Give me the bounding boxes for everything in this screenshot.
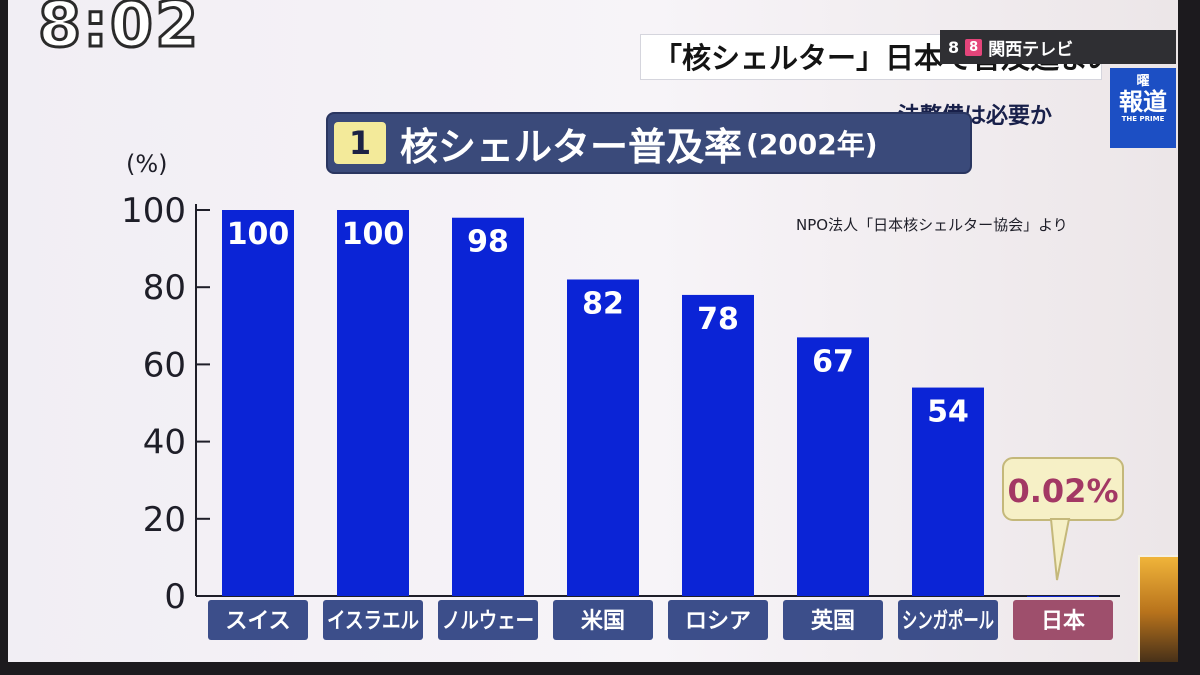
bar <box>912 387 984 596</box>
bar-value-label: 82 <box>582 286 624 321</box>
bar <box>567 279 639 596</box>
callout: 0.02% <box>1002 457 1124 581</box>
y-tick-label: 0 <box>164 577 186 617</box>
category-box <box>208 600 308 640</box>
y-tick-label: 40 <box>143 423 186 463</box>
show-logo-big: 報道 <box>1119 88 1167 116</box>
category-box <box>553 600 653 640</box>
category-box <box>668 600 768 640</box>
show-logo: 曜 報道 THE PRIME <box>1110 68 1176 148</box>
category-label: スイス <box>225 609 290 634</box>
chart-title-box: 1 核シェルター普及率 (2002年) <box>326 112 972 174</box>
bar-value-label: 100 <box>342 217 405 252</box>
category-box <box>898 600 998 640</box>
y-axis-unit: (%) <box>126 150 168 178</box>
category-box <box>438 600 538 640</box>
bar <box>222 210 294 596</box>
channel-name: 関西テレビ <box>988 39 1074 60</box>
y-tick-label: 60 <box>143 345 186 385</box>
bar <box>452 217 524 596</box>
category-label: ロシア <box>685 609 751 634</box>
y-tick-label: 80 <box>143 268 186 308</box>
bar <box>797 337 869 596</box>
chart-title: 核シェルター普及率 <box>400 124 743 169</box>
bar-value-label: 100 <box>227 217 290 252</box>
channel-bug: 8 8 関西テレビ <box>940 30 1176 64</box>
callout-pointer <box>1049 518 1071 581</box>
chart-title-number: 1 <box>334 122 386 164</box>
category-box <box>323 600 423 640</box>
category-box <box>1013 600 1113 640</box>
channel-number: 8 <box>948 37 960 57</box>
source-note: NPO法人「日本核シェルター協会」より <box>796 216 1068 234</box>
bars <box>222 210 1099 597</box>
bar <box>682 294 754 596</box>
category-box <box>783 600 883 640</box>
channel-badge: 8 <box>965 38 983 56</box>
category-label: 米国 <box>581 609 625 634</box>
bar <box>1027 595 1099 597</box>
bar-value-label: 54 <box>927 395 969 430</box>
callout-value-label: 0.02% <box>1007 472 1118 510</box>
category-label: イスラエル <box>327 609 419 634</box>
y-tick-label: 20 <box>143 500 186 540</box>
bar-value-label: 78 <box>697 302 739 337</box>
y-tick-label: 100 <box>121 191 186 231</box>
chart-title-year: (2002年) <box>746 128 878 161</box>
category-label: ノルウェー <box>442 609 534 634</box>
bar-value-label: 98 <box>467 225 509 260</box>
show-logo-small: 曜 <box>1136 74 1150 89</box>
clock: 8:02 <box>36 0 201 63</box>
bar-value-label: 67 <box>812 344 854 379</box>
category-label: シンガポール <box>902 608 994 634</box>
corner-video-thumbnail <box>1138 555 1178 662</box>
category-label: 英国 <box>811 609 855 634</box>
value-labels: 100 100 98 82 78 67 54 <box>227 217 969 430</box>
category-labels: スイス イスラエル ノルウェー 米国 ロシア 英国 シンガポール 日本 <box>208 600 1113 640</box>
category-label: 日本 <box>1041 609 1085 634</box>
bar <box>337 210 409 596</box>
show-logo-tiny: THE PRIME <box>1121 115 1165 123</box>
